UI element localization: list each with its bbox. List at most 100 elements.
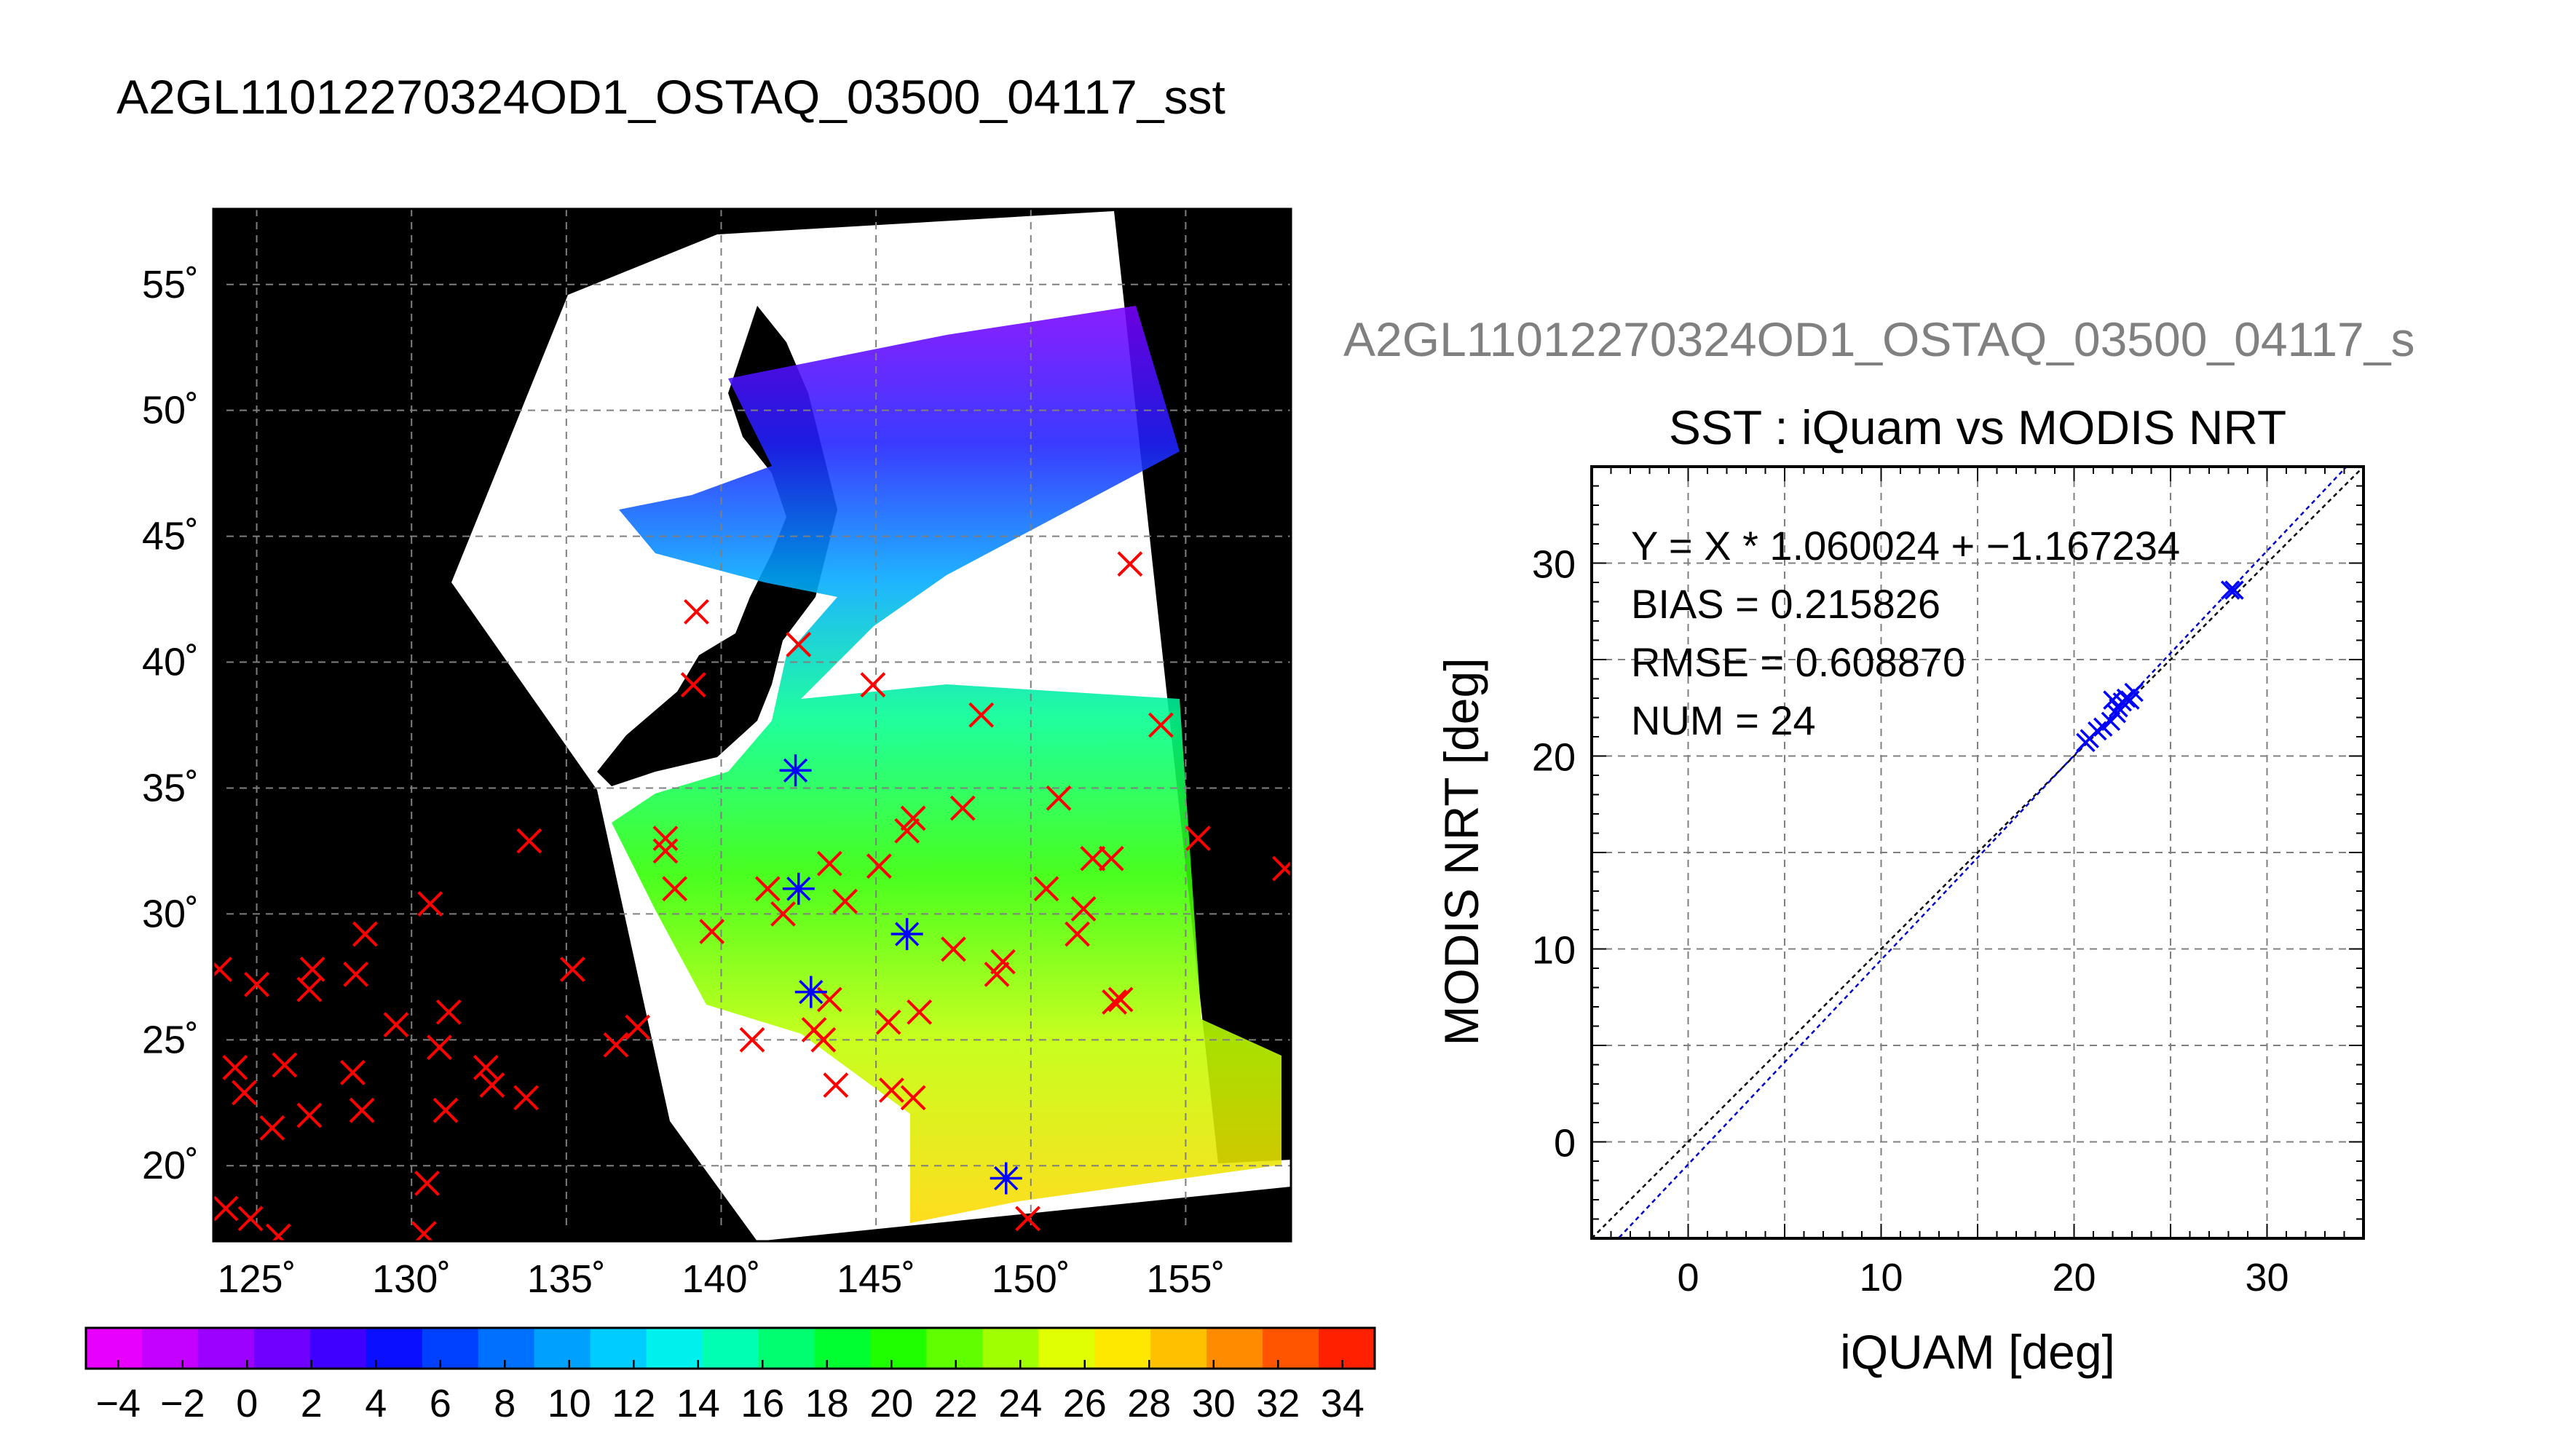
scatter-x-tick-label: 30 [2245,1256,2289,1299]
scatter-supertitle: A2GL11012270324OD1_OSTAQ_03500_04117_s [1343,312,2415,366]
colorbar-segment [86,1328,143,1369]
map-marker-red [810,1026,837,1053]
scatter-annotation: BIAS = 0.215826 [1631,581,1940,627]
map-marker-red [259,1115,285,1141]
map-marker-red [296,1102,323,1128]
colorbar-tick-label: −2 [160,1382,205,1425]
map-marker-red [433,1097,459,1123]
map-lat-tick-label: 45˚ [142,515,199,558]
map-marker-red [878,1077,904,1103]
colorbar-tick-label: 18 [805,1382,849,1425]
map-marker-red [1070,896,1097,922]
map-marker-red [1102,989,1128,1015]
colorbar-tick-label: 12 [612,1382,655,1425]
colorbar-segment [1150,1328,1207,1369]
colorbar [84,1326,1376,1370]
map-marker-red [513,1085,539,1111]
map-marker-red [1015,1206,1040,1232]
map-lat-tick-label: 30˚ [142,892,199,935]
map-marker-star [794,976,827,1008]
map-marker-red [603,1032,629,1058]
scatter-point [2220,580,2240,600]
identity-line [1592,467,2364,1238]
map-marker-red [823,1072,849,1098]
map-marker-red [875,1009,901,1035]
map-marker-red [383,1012,409,1037]
colorbar-tick-label: 26 [1063,1382,1107,1425]
map-lon-tick-label: 145˚ [837,1257,915,1301]
colorbar-tick-label: 20 [869,1382,913,1425]
map-lat-tick-label: 25˚ [142,1018,199,1061]
colorbar-tick-label: 8 [494,1382,516,1425]
map-marker-red [1107,986,1134,1013]
colorbar-frame [84,1326,1376,1370]
colorbar-tick-label: 34 [1321,1382,1365,1425]
colorbar-segment [1319,1328,1375,1369]
colorbar-tick-label: 16 [741,1382,784,1425]
map-marker-red [990,949,1016,975]
colorbar-segment [1263,1328,1319,1369]
scatter-point [2109,698,2128,718]
colorbar-segment [1207,1328,1263,1369]
map-marker-red [559,957,585,982]
scatter-frame [1590,465,2365,1240]
colorbar-segment [141,1328,199,1369]
map-marker-red [296,976,323,1002]
colorbar-segment [422,1328,479,1369]
map-lat-tick-label: 40˚ [142,641,199,684]
map-marker-star [782,872,815,905]
map-marker-red [1185,826,1211,852]
map-marker-red [1117,551,1143,577]
map-lon-tick-label: 130˚ [372,1257,451,1301]
map-marker-red [754,876,781,902]
map-marker-red [949,795,976,821]
map-lon-tick-label: 140˚ [682,1257,760,1301]
map-marker-red [894,818,920,844]
map-marker-red [213,957,232,982]
map-chart: 125˚ 130˚ 135˚ 140˚ 145˚ 150˚ 155˚ 20˚ 25˚ 30˚ 35… [84,207,1376,1425]
colorbar-segment [646,1328,703,1369]
colorbar-tick-label: 4 [365,1382,387,1425]
scatter-annotation: NUM = 24 [1631,697,1816,743]
colorbar-tick-label: 30 [1192,1382,1236,1425]
colorbar-segment [534,1328,591,1369]
map-marker-red [213,1195,239,1222]
map-marker-red [435,999,462,1025]
colorbar-segment [758,1328,816,1369]
colorbar-segment [253,1328,311,1369]
map-lat-tick-label: 50˚ [142,389,199,432]
map-marker-red [832,888,858,914]
map-frame [212,207,1292,1243]
colorbar-tick-label: 22 [934,1382,978,1425]
colorbar-tick-label: −4 [95,1382,141,1425]
map-marker-red [699,919,725,945]
colorbar-tick-label: 0 [236,1382,258,1425]
colorbar-tick-label: 10 [548,1382,591,1425]
scatter-x-tick-label: 0 [1677,1256,1699,1299]
scatter-x-tick-label: 20 [2052,1256,2096,1299]
colorbar-segment [926,1328,983,1369]
colorbar-segment [309,1328,367,1369]
map-marker-red [1148,712,1174,738]
scatter-ylabel: MODIS NRT [deg] [1434,657,1488,1045]
map-marker-star [779,754,812,787]
map-marker-red [866,853,892,879]
map-marker-red [222,1054,248,1080]
map-marker-red [349,1097,375,1123]
colorbar-segment [1094,1328,1151,1369]
colorbar-tick-label: 14 [676,1382,720,1425]
scatter-title: SST : iQuam vs MODIS NRT [1669,400,2286,454]
map-marker-red [662,876,688,902]
scatter-annotation: Y = X * 1.060024 + −1.167234 [1631,523,2180,569]
map-marker-red [907,999,933,1025]
map-marker-red [652,826,679,852]
map-marker-red [1080,845,1106,871]
map-marker-red [680,672,706,698]
map-marker-red [1098,845,1124,871]
map-marker-red [984,961,1010,987]
map-marker-red [479,1072,505,1098]
map-marker-star [990,1162,1022,1195]
map-marker-red [1046,785,1072,811]
map-marker-red [272,1052,298,1078]
map-marker-red [427,1034,452,1061]
